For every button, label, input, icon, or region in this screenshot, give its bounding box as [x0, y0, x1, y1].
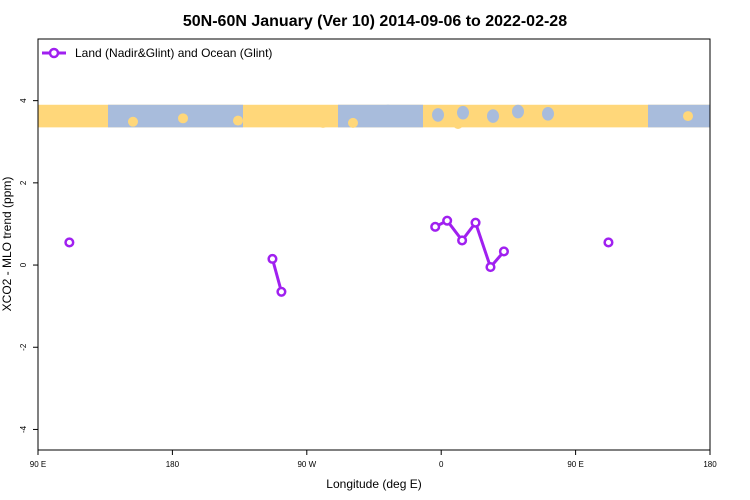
map-water-patch [672, 110, 684, 124]
y-tick-label: 0 [19, 262, 28, 267]
x-tick-label: 90 E [30, 460, 46, 469]
y-tick-label: 2 [19, 180, 28, 185]
map-ocean [108, 104, 243, 128]
series-line [271, 258, 283, 293]
map-ocean [338, 104, 423, 128]
y-axis: -4 -2 0 2 4 [19, 98, 38, 433]
map-island [128, 116, 138, 127]
chart-title: 50N-60N January (Ver 10) 2014-09-06 to 2… [183, 13, 567, 30]
map-island [178, 113, 188, 124]
map-water-patch [432, 108, 444, 122]
legend: Land (Nadir&Glint) and Ocean (Glint) [42, 46, 272, 60]
map-island [233, 115, 243, 126]
data-point [470, 217, 481, 228]
y-tick-label: -4 [19, 425, 28, 433]
x-axis-label: Longitude (deg E) [326, 477, 421, 491]
data-point [267, 253, 278, 264]
map-island [348, 117, 358, 128]
x-tick-label: 180 [703, 460, 717, 469]
map-water-patch [457, 105, 469, 120]
map-water-patch [542, 107, 554, 121]
plot-frame [37, 38, 711, 451]
data-point [498, 246, 509, 257]
data-point [457, 235, 468, 246]
data-point [442, 215, 453, 226]
y-axis-label: XCO2 - MLO trend (ppm) [0, 177, 14, 312]
legend-label: Land (Nadir&Glint) and Ocean (Glint) [75, 46, 272, 60]
y-tick-label: 4 [19, 98, 28, 103]
y-tick-label: -2 [19, 343, 28, 351]
x-tick-label: 0 [439, 460, 444, 469]
map-water-patch [512, 104, 524, 119]
map-water-patch [142, 107, 154, 121]
data-point [64, 237, 75, 248]
x-tick-label: 180 [166, 460, 180, 469]
x-tick-label: 90 E [567, 460, 583, 469]
data-point [430, 221, 441, 232]
map-strip [38, 104, 710, 129]
legend-marker [48, 47, 60, 59]
data-point [603, 237, 614, 248]
data-point [485, 262, 496, 273]
map-water-patch [382, 104, 394, 119]
x-tick-label: 90 W [297, 460, 316, 469]
data-point [276, 286, 287, 297]
series-layer [64, 215, 614, 297]
map-island [683, 111, 693, 122]
map-island [423, 115, 433, 126]
map-island [318, 117, 328, 128]
map-island [453, 119, 463, 129]
x-axis: 90 E 180 90 W 0 90 E 180 [30, 450, 717, 469]
map-water-patch [362, 109, 374, 123]
map-water-patch [487, 109, 499, 123]
series-line [434, 218, 506, 271]
